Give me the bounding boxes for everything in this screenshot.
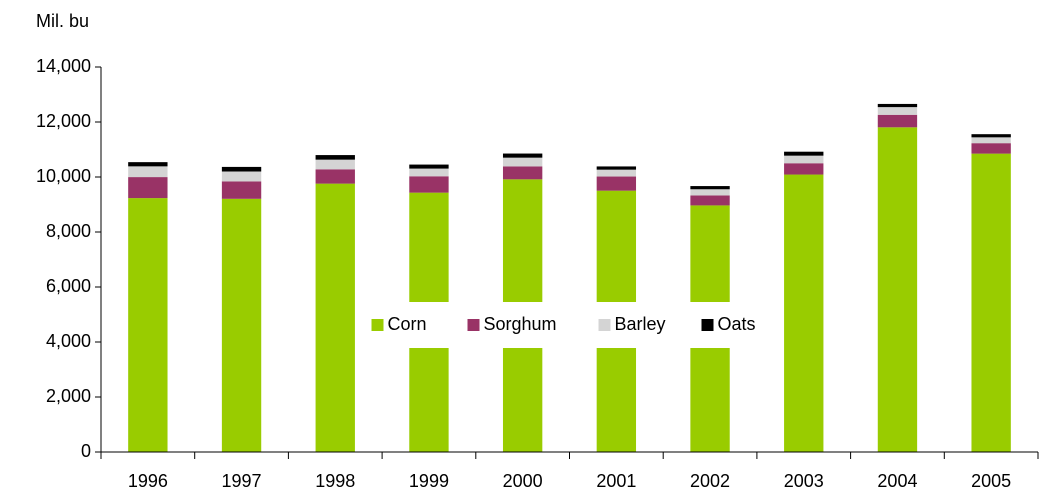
bar-segment	[596, 176, 637, 191]
bar-segment	[784, 174, 824, 453]
legend-swatch	[371, 319, 384, 331]
legend-swatch	[701, 319, 714, 331]
x-tick-label: 2000	[503, 471, 543, 491]
bar-segment	[502, 166, 543, 180]
y-tick-label: 8,000	[46, 221, 91, 241]
bar-segment	[409, 176, 449, 193]
bar-segment	[221, 198, 262, 452]
bar-segment	[690, 195, 730, 206]
legend: Corn Sorghum Barley Oats	[359, 302, 770, 348]
bar-segment	[221, 166, 262, 172]
bar-segment	[877, 114, 918, 128]
bar-segment	[128, 198, 168, 452]
legend-swatch	[467, 319, 480, 331]
bar-segment	[315, 159, 355, 170]
x-tick-label: 1997	[222, 471, 262, 491]
legend-label: Barley	[615, 314, 666, 334]
x-tick-label: 2004	[877, 471, 917, 491]
bar-segment	[877, 107, 918, 115]
bar-segment	[971, 143, 1011, 154]
y-tick-label: 0	[81, 441, 91, 461]
x-tick-label: 2002	[690, 471, 730, 491]
bar-segment	[315, 155, 355, 160]
bar-segment	[784, 163, 824, 175]
bar-segment	[784, 151, 824, 156]
bar-segment	[128, 166, 168, 178]
bar-segment	[971, 153, 1011, 452]
y-tick-label: 12,000	[36, 111, 91, 131]
bar-segment	[877, 103, 918, 108]
bar-segment	[315, 183, 355, 452]
bar-segment	[315, 169, 355, 184]
x-tick-label: 1998	[315, 471, 355, 491]
bar-segment	[128, 177, 168, 199]
bar-segment	[690, 189, 730, 196]
x-tick-label: 2001	[596, 471, 636, 491]
legend-label: Corn	[388, 314, 427, 334]
bar-segment	[221, 181, 262, 199]
bar-segment	[409, 164, 449, 169]
bar-segment	[409, 168, 449, 177]
legend-label: Sorghum	[484, 314, 557, 334]
bar-segment	[784, 155, 824, 164]
legend-swatch	[598, 319, 611, 331]
bar-segment	[690, 186, 730, 190]
bar-segment	[596, 169, 637, 177]
bar-segment	[971, 137, 1011, 144]
y-tick-label: 10,000	[36, 166, 91, 186]
y-tick-label: 6,000	[46, 276, 91, 296]
bar-segment	[128, 162, 168, 167]
y-tick-label: 14,000	[36, 56, 91, 76]
bar-segment	[877, 127, 918, 453]
x-tick-label: 2003	[784, 471, 824, 491]
bar-segment	[221, 171, 262, 182]
x-tick-label: 2005	[971, 471, 1011, 491]
legend-label: Oats	[718, 314, 756, 334]
x-tick-label: 1999	[409, 471, 449, 491]
y-axis-label: Mil. bu	[36, 11, 89, 31]
bar-segment	[971, 134, 1011, 138]
x-tick-label: 1996	[128, 471, 168, 491]
bar-segment	[596, 166, 637, 170]
bar-segment	[502, 153, 543, 158]
legend-box	[359, 302, 770, 348]
y-tick-label: 2,000	[46, 386, 91, 406]
y-tick-label: 4,000	[46, 331, 91, 351]
bar-segment	[502, 157, 543, 167]
